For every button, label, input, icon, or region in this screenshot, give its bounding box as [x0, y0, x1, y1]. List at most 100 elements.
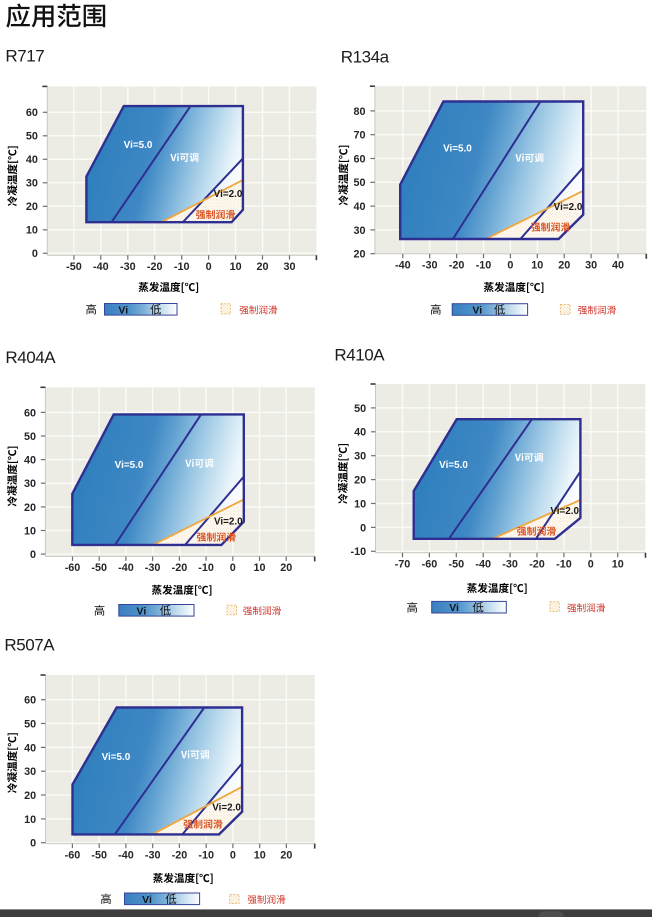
svg-text:0: 0 — [30, 549, 36, 561]
svg-text:-10: -10 — [476, 260, 492, 272]
svg-text:0: 0 — [30, 838, 36, 850]
svg-text:30: 30 — [585, 260, 597, 272]
svg-text:Vi=5.0: Vi=5.0 — [102, 752, 131, 763]
svg-text:Vi=5.0: Vi=5.0 — [439, 460, 468, 471]
svg-text:30: 30 — [26, 178, 38, 190]
svg-text:10: 10 — [612, 559, 624, 571]
svg-text:10: 10 — [24, 814, 36, 826]
svg-text:Vi=2.0: Vi=2.0 — [550, 506, 579, 517]
svg-text:-50: -50 — [91, 849, 107, 861]
svg-text:60: 60 — [24, 407, 36, 419]
svg-text:R717: R717 — [5, 47, 44, 66]
svg-text:20: 20 — [26, 201, 38, 213]
svg-text:0: 0 — [206, 261, 212, 273]
svg-text:Vi=2.0: Vi=2.0 — [554, 202, 583, 213]
svg-text:-60: -60 — [65, 562, 81, 574]
svg-text:50: 50 — [26, 131, 38, 143]
svg-text:-50: -50 — [448, 559, 464, 571]
svg-text:-50: -50 — [91, 562, 107, 574]
svg-text:40: 40 — [354, 427, 366, 439]
svg-text:-40: -40 — [475, 559, 491, 571]
svg-text:10: 10 — [26, 225, 38, 237]
svg-text:50: 50 — [354, 403, 366, 415]
svg-text:-40: -40 — [118, 849, 134, 861]
svg-text:30: 30 — [24, 478, 36, 490]
svg-text:Vi: Vi — [142, 894, 152, 906]
svg-text:-40: -40 — [93, 261, 109, 273]
svg-text:10: 10 — [24, 525, 36, 537]
svg-text:R404A: R404A — [5, 348, 56, 367]
svg-text:20: 20 — [353, 249, 365, 261]
svg-text:Vi=5.0: Vi=5.0 — [115, 460, 144, 471]
svg-text:-10: -10 — [198, 562, 214, 574]
svg-text:20: 20 — [256, 261, 268, 273]
svg-text:50: 50 — [24, 431, 36, 443]
svg-text:-30: -30 — [145, 562, 161, 574]
svg-text:Vi=2.0: Vi=2.0 — [214, 517, 243, 528]
svg-text:Vi: Vi — [118, 304, 128, 316]
svg-text:-10: -10 — [198, 849, 214, 861]
svg-text:20: 20 — [24, 790, 36, 802]
svg-text:-30: -30 — [145, 849, 161, 861]
svg-text:Vi: Vi — [472, 305, 482, 317]
svg-text:20: 20 — [354, 475, 366, 487]
svg-text:50: 50 — [353, 177, 365, 189]
svg-text:0: 0 — [32, 248, 38, 260]
svg-text:-40: -40 — [118, 562, 134, 574]
svg-text:R507A: R507A — [4, 635, 55, 654]
svg-text:-60: -60 — [65, 849, 81, 861]
svg-text:10: 10 — [253, 562, 265, 574]
svg-text:-20: -20 — [449, 260, 465, 272]
svg-text:10: 10 — [354, 498, 366, 510]
svg-text:0: 0 — [507, 260, 513, 272]
svg-text:Vi=5.0: Vi=5.0 — [443, 144, 472, 155]
svg-text:20: 20 — [24, 502, 36, 514]
svg-text:70: 70 — [353, 130, 365, 142]
svg-text:40: 40 — [353, 201, 365, 213]
svg-text:-10: -10 — [350, 546, 366, 558]
svg-text:30: 30 — [354, 451, 366, 463]
svg-text:10: 10 — [230, 261, 242, 273]
svg-text:40: 40 — [24, 742, 36, 754]
svg-text:Vi: Vi — [137, 605, 147, 617]
svg-text:-30: -30 — [502, 559, 518, 571]
svg-text:-30: -30 — [120, 261, 136, 273]
svg-text:-70: -70 — [395, 559, 411, 571]
svg-text:-20: -20 — [172, 849, 188, 861]
svg-text:0: 0 — [588, 559, 594, 571]
svg-text:R410A: R410A — [334, 345, 385, 364]
svg-text:20: 20 — [558, 260, 570, 272]
svg-text:-60: -60 — [422, 559, 438, 571]
svg-text:-20: -20 — [147, 261, 163, 273]
svg-text:Vi=2.0: Vi=2.0 — [212, 803, 241, 814]
svg-text:0: 0 — [230, 562, 236, 574]
svg-text:10: 10 — [254, 849, 266, 861]
svg-text:-50: -50 — [66, 261, 82, 273]
svg-text:60: 60 — [353, 153, 365, 165]
svg-text:10: 10 — [531, 260, 543, 272]
svg-text:80: 80 — [353, 106, 365, 118]
svg-text:30: 30 — [283, 261, 295, 273]
svg-text:60: 60 — [24, 695, 36, 707]
svg-text:Vi=2.0: Vi=2.0 — [214, 189, 243, 200]
svg-text:Vi=5.0: Vi=5.0 — [124, 140, 153, 151]
svg-text:40: 40 — [26, 154, 38, 166]
svg-text:20: 20 — [280, 849, 292, 861]
svg-text:-30: -30 — [422, 260, 438, 272]
svg-text:0: 0 — [360, 522, 366, 534]
svg-text:0: 0 — [230, 849, 236, 861]
svg-text:R134a: R134a — [341, 47, 390, 66]
svg-text:-20: -20 — [172, 562, 188, 574]
svg-text:30: 30 — [24, 766, 36, 778]
svg-text:Vi: Vi — [449, 602, 459, 614]
svg-text:40: 40 — [612, 260, 624, 272]
svg-text:50: 50 — [24, 718, 36, 730]
svg-text:-10: -10 — [174, 261, 190, 273]
svg-text:30: 30 — [353, 225, 365, 237]
svg-text:-10: -10 — [556, 559, 572, 571]
svg-text:20: 20 — [280, 562, 292, 574]
svg-text:60: 60 — [26, 107, 38, 119]
svg-text:40: 40 — [24, 455, 36, 467]
svg-text:-20: -20 — [529, 559, 545, 571]
svg-text:-40: -40 — [395, 260, 411, 272]
